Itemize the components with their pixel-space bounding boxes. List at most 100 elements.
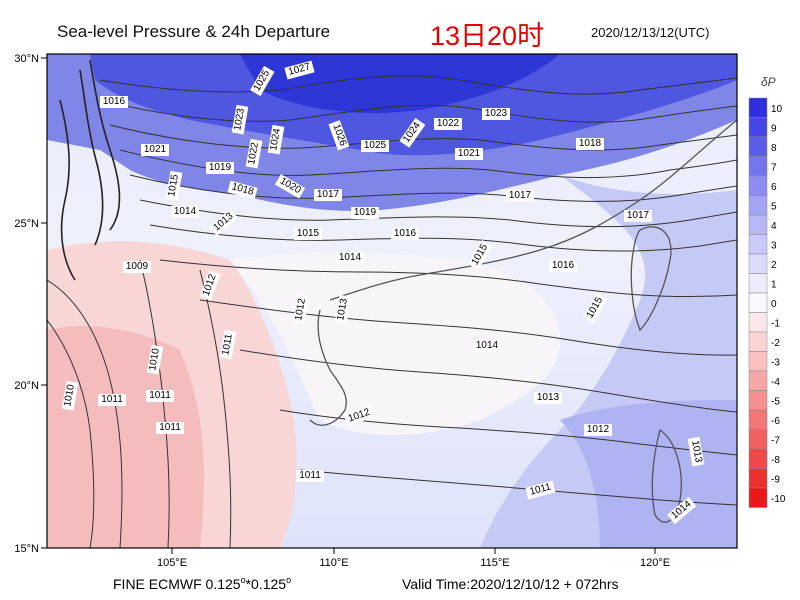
utc-time-label: 2020/12/13/12(UTC) [591, 25, 710, 40]
isobar-label: 1023 [485, 108, 508, 119]
colorbar-label: -3 [771, 357, 780, 368]
terrain-contours [59, 59, 121, 281]
colorbar-cell [748, 370, 768, 391]
isobar-label: 1013 [537, 392, 560, 403]
isobar-label: 1021 [144, 144, 167, 155]
colorbar-cell [748, 312, 768, 333]
colorbar-label: 5 [771, 201, 777, 212]
colorbar-label: -7 [771, 435, 780, 446]
colorbar-cell [748, 234, 768, 255]
colorbar-cell [748, 156, 768, 177]
colorbar-label: 6 [771, 182, 777, 193]
isobar-label: 1014 [339, 252, 362, 263]
local-time-label: 13日20时 [430, 21, 545, 51]
isobar-label: 1011 [529, 481, 553, 497]
isobar-label: 1019 [209, 162, 232, 173]
isobar-label: 1017 [317, 189, 340, 200]
colorbar-label: 0 [771, 299, 777, 310]
colorbar-label: -6 [771, 416, 780, 427]
isobar-label: 1016 [103, 96, 126, 107]
map-title: Sea-level Pressure & 24h Departure [57, 22, 331, 41]
colorbar-cell [748, 331, 768, 352]
neutral-region [230, 252, 560, 435]
map-layers: 1027 1025 1023 1024 1022 1026 1025 1024 … [47, 54, 737, 548]
lon-label: 105°E [157, 557, 187, 569]
colorbar-cell [748, 468, 768, 489]
model-resolution-label: FINE ECMWF 0.125o*0.125o [113, 575, 292, 592]
isobar-label: 1015 [297, 228, 320, 239]
colorbar-label: -5 [771, 396, 780, 407]
colorbar-cell [748, 117, 768, 138]
isobar-label: 1021 [458, 148, 481, 159]
colorbar-label: 10 [771, 104, 783, 115]
strong-negative-region [47, 326, 204, 548]
colorbar-cell [748, 429, 768, 450]
lat-label: 25°N [14, 218, 39, 230]
colorbar-cell [748, 390, 768, 411]
isobar-label: 1009 [126, 261, 149, 272]
isobar-label: 1023 [232, 107, 247, 131]
lon-label: 120°E [640, 557, 670, 569]
colorbar-cell [748, 214, 768, 235]
isobar-label: 1011 [220, 333, 235, 357]
colorbar-cell [748, 97, 768, 118]
isobar-label: 1014 [476, 340, 499, 351]
isobar-label: 1022 [437, 118, 460, 129]
lon-label: 115°E [480, 557, 509, 569]
lat-label: 20°N [14, 380, 39, 392]
lon-label: 110°E [319, 557, 348, 569]
isobar-label: 1010 [147, 347, 162, 371]
colorbar-label: -9 [771, 474, 780, 485]
isobar-label: 1015 [166, 173, 181, 197]
colorbar-label: -2 [771, 338, 780, 349]
isobar-label: 1019 [354, 207, 377, 218]
map-frame [46, 53, 738, 549]
isobar-label: 1012 [293, 297, 308, 321]
isobar-label: 1011 [159, 422, 181, 433]
colorbar-label: 7 [771, 162, 777, 173]
colorbar-label: -8 [771, 455, 780, 466]
isobar-label: 1017 [509, 190, 532, 201]
colorbar-cell [748, 273, 768, 294]
isobar-label: 1011 [101, 394, 123, 405]
colorbar-cell [748, 175, 768, 196]
latitude-axis: 30°N 25°N 20°N 15°N [14, 53, 47, 555]
isobar-label: 1011 [149, 390, 171, 401]
isobar-label: 1022 [246, 141, 261, 165]
isobar-label: 1025 [364, 140, 387, 151]
colorbar-label: -1 [771, 318, 780, 329]
colorbar-cell [748, 253, 768, 274]
isobar-label: 1016 [394, 228, 417, 239]
colorbar-cell [748, 487, 768, 508]
southeast-positive-region [560, 400, 737, 548]
isobar-label: 1014 [174, 206, 197, 217]
longitude-axis: 105°E 110°E 115°E 120°E [157, 548, 670, 569]
colorbar-cell [748, 136, 768, 157]
isobar-lines [47, 75, 737, 548]
isobar-label: 1016 [552, 260, 575, 271]
isobar-label: 1024 [268, 127, 283, 151]
max-positive-region [240, 54, 560, 114]
colorbar-label: 8 [771, 143, 777, 154]
colorbar-label: -10 [771, 494, 786, 505]
colorbar-title: δP [761, 75, 776, 89]
colorbar-cell [748, 292, 768, 313]
isobar-label: 1012 [587, 424, 610, 435]
isobar-label: 1018 [579, 138, 602, 149]
coastline [309, 119, 737, 523]
isobar-label: 1013 [689, 440, 704, 464]
isobar-labels: 1027 1025 1023 1024 1022 1026 1025 1024 … [61, 60, 705, 525]
colorbar-cell [748, 351, 768, 372]
colorbar-label: 4 [771, 221, 777, 232]
isobar-label: 1010 [62, 383, 77, 407]
colorbar-label: 1 [771, 279, 777, 290]
colorbar-cell [748, 448, 768, 469]
valid-time-label: Valid Time:2020/12/10/12 + 072hrs [402, 576, 619, 592]
colorbar-cell [748, 409, 768, 430]
isobar-label: 1017 [627, 210, 650, 221]
colorbar-label: -4 [771, 377, 780, 388]
colorbar-cell [748, 195, 768, 216]
